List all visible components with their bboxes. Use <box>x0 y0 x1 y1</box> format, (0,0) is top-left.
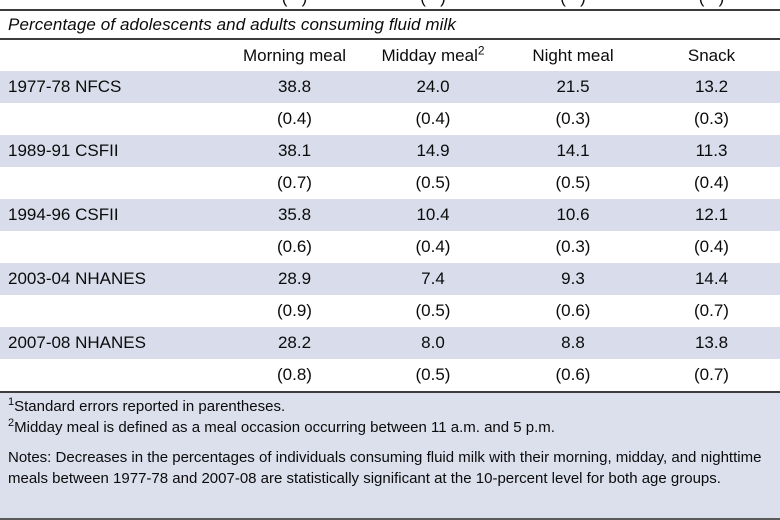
row-label: 1994-96 CSFII <box>8 205 119 224</box>
footnote-superscript: 2 <box>8 416 15 429</box>
value-cell: 8.0 <box>421 333 445 352</box>
value-cell: (0.4) <box>694 237 729 256</box>
value-cell: (0.4) <box>694 173 729 192</box>
table-header-row: Morning meal Midday meal2 Night meal Sna… <box>0 40 780 71</box>
value-cell: (0.4) <box>415 237 451 256</box>
value-cell: 10.6 <box>556 205 590 224</box>
value-cell: 28.9 <box>277 269 312 288</box>
value-cell: 11.3 <box>695 141 728 160</box>
header-superscript: 2 <box>477 43 485 58</box>
value-cell: (0.6) <box>555 365 591 384</box>
value-cell: (0.7) <box>694 301 729 320</box>
value-cell: 24.0 <box>416 77 450 96</box>
value-cell: (0.4) <box>415 109 451 128</box>
value-cell: (0.5) <box>415 173 451 192</box>
table-row: 1977-78 NFCS 38.8 24.0 21.5 13.2 <box>0 71 780 103</box>
value-cell: 10.4 <box>416 205 450 224</box>
value-cell: (0.6) <box>277 237 312 256</box>
value-cell: (0.5) <box>415 301 451 320</box>
table-row: 2003-04 NHANES 28.9 7.4 9.3 14.4 <box>0 263 780 295</box>
value-cell: 38.1 <box>277 141 312 160</box>
value-cell: (0.5) <box>415 365 451 384</box>
row-label: 2003-04 NHANES <box>8 269 146 288</box>
value-cell: 14.4 <box>694 269 729 288</box>
value-cell: (0.8) <box>277 365 312 384</box>
table-row: (0.4) (0.4) (0.3) (0.3) <box>0 103 780 135</box>
table-body: 1977-78 NFCS 38.8 24.0 21.5 13.2 (0.4) (0.4) (0… <box>0 71 780 393</box>
table-row: 1989-91 CSFII 38.1 14.9 14.1 11.3 <box>0 135 780 167</box>
table-title: Percentage of adolescents and adults con… <box>8 14 456 34</box>
table-row: (0.7) (0.5) (0.5) (0.4) <box>0 167 780 199</box>
value-cell: 8.8 <box>561 333 585 352</box>
table-row: (0.9) (0.5) (0.6) (0.7) <box>0 295 780 327</box>
value-cell: 13.8 <box>694 333 729 352</box>
column-header-midday-meal: Midday meal2 <box>381 43 485 65</box>
value-cell: (0.6) <box>555 301 591 320</box>
row-label: 1989-91 CSFII <box>8 141 119 160</box>
column-header-snack: Snack <box>687 46 736 65</box>
value-cell: 28.2 <box>277 333 312 352</box>
value-cell: 13.2 <box>694 77 729 96</box>
value-cell: 9.3 <box>561 269 585 288</box>
row-label: 2007-08 NHANES <box>8 333 146 352</box>
value-cell: 35.8 <box>277 205 312 224</box>
footnotes-section: 1Standard errors reported in parentheses… <box>0 393 780 520</box>
cropped-paren-cell: ( ) <box>226 0 363 9</box>
value-cell: 21.5 <box>556 77 590 96</box>
value-cell: (0.7) <box>277 173 312 192</box>
value-cell: 38.8 <box>277 77 312 96</box>
footnote-midday-definition: 2Midday meal is defined as a meal occasi… <box>8 416 555 436</box>
table-row: 2007-08 NHANES 28.2 8.0 8.8 13.8 <box>0 327 780 359</box>
value-cell: (0.3) <box>555 237 591 256</box>
value-cell: (0.3) <box>694 109 729 128</box>
value-cell: 7.4 <box>421 269 445 288</box>
footnote-standard-errors: 1Standard errors reported in parentheses… <box>8 396 286 416</box>
value-cell: 12.1 <box>694 205 729 224</box>
table-row: (0.8) (0.5) (0.6) (0.7) <box>0 359 780 391</box>
value-cell: (0.4) <box>277 109 312 128</box>
value-cell: 14.1 <box>556 141 590 160</box>
table-row: (0.6) (0.4) (0.3) (0.4) <box>0 231 780 263</box>
cropped-paren-cell: ( ) <box>643 0 780 9</box>
column-header-night-meal: Night meal <box>532 46 614 65</box>
table-row: 1994-96 CSFII 35.8 10.4 10.6 12.1 <box>0 199 780 231</box>
cropped-row-above: ( ) ( ) ( ) ( ) <box>0 0 780 11</box>
value-cell: (0.5) <box>555 173 591 192</box>
value-cell: (0.7) <box>694 365 729 384</box>
value-cell: (0.3) <box>555 109 591 128</box>
value-cell: (0.9) <box>277 301 312 320</box>
cropped-paren-cell: ( ) <box>363 0 503 9</box>
table-title-row: Percentage of adolescents and adults con… <box>0 11 780 40</box>
cropped-paren-cell: ( ) <box>503 0 643 9</box>
cropped-cell-empty <box>0 0 226 9</box>
value-cell: 14.9 <box>416 141 450 160</box>
row-label: 1977-78 NFCS <box>8 77 122 96</box>
notes-paragraph: Notes: Decreases in the percentages of i… <box>8 449 762 487</box>
footnote-superscript: 1 <box>8 396 15 408</box>
column-header-morning-meal: Morning meal <box>243 46 346 65</box>
